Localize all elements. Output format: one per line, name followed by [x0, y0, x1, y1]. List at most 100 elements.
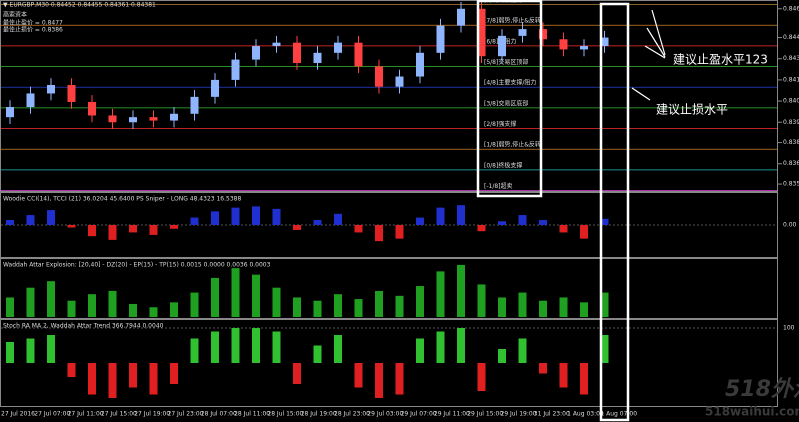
candle-body	[190, 96, 199, 114]
bar	[498, 297, 506, 317]
candle-body	[149, 117, 158, 121]
bar	[6, 342, 14, 363]
candle-body	[334, 42, 342, 53]
bar	[313, 220, 322, 225]
bar	[129, 363, 137, 388]
bar	[580, 363, 588, 395]
pane-title: Woodie CCI(14), TCCI (21) 36.0204 45.640…	[3, 196, 241, 203]
candle-body	[498, 35, 506, 57]
header-line: 最佳止损价 = 0.8386	[3, 26, 63, 34]
time-label: 29 Jul 19:00	[501, 411, 537, 418]
bar	[47, 210, 55, 225]
bar	[354, 225, 363, 233]
bar	[477, 284, 486, 317]
bar	[293, 225, 301, 230]
explosion-pane	[0, 258, 778, 319]
bar	[6, 297, 14, 317]
bar	[354, 363, 363, 388]
bar	[129, 225, 137, 233]
bar	[539, 300, 547, 317]
bar	[211, 331, 219, 363]
candle-body	[211, 79, 219, 97]
level-label: [7/8]弱势,停止&反转	[484, 17, 541, 25]
bar	[108, 363, 117, 398]
bar	[67, 300, 76, 317]
arrows	[631, 9, 666, 101]
bar	[600, 292, 609, 317]
time-label: 29 Jul 11:00	[434, 411, 470, 418]
candle-body	[354, 42, 363, 67]
bar	[47, 335, 55, 363]
bar	[231, 207, 240, 225]
bar	[498, 221, 506, 225]
bar	[272, 331, 281, 363]
bar	[600, 335, 609, 363]
candle-body	[47, 84, 55, 94]
time-label: 1 Aug 03:00	[567, 411, 604, 418]
bar	[375, 225, 383, 242]
y-tick-label: 0.00	[783, 222, 797, 229]
trend-pane	[0, 319, 778, 407]
bar	[334, 335, 342, 363]
bar	[457, 328, 465, 363]
time-label: 29 Jul 15:00	[467, 411, 503, 418]
level-label: [5/8]交易区顶部	[484, 58, 528, 66]
bar	[498, 349, 506, 363]
candle-body	[375, 66, 383, 87]
time-label: 29 Jul 03:00	[367, 411, 403, 418]
candle-body	[88, 101, 96, 116]
candle-body	[457, 8, 465, 26]
bar	[231, 328, 240, 363]
bar	[293, 297, 301, 317]
level-label: [1/8]弱势,停止&反转	[484, 141, 541, 149]
bar	[477, 225, 486, 232]
time-label: 27 Jul 23:00	[168, 411, 204, 418]
bar	[26, 338, 35, 363]
level-label: [2/8]强支撑	[484, 120, 516, 128]
y-tick-label: 0.84305	[783, 55, 799, 62]
bar	[149, 363, 158, 395]
time-label: 27 Jul 07:00	[34, 411, 70, 418]
bar	[252, 328, 260, 363]
bar	[580, 302, 588, 317]
candle-body	[170, 113, 178, 121]
bar	[190, 217, 199, 225]
highlight-box	[599, 2, 630, 422]
bar	[457, 264, 465, 317]
time-label: 1 Aug 07:00	[600, 411, 637, 418]
bar	[293, 363, 301, 384]
bar	[47, 281, 55, 317]
bar	[211, 211, 219, 225]
bar	[108, 290, 117, 317]
bar	[395, 363, 404, 395]
bar	[375, 290, 383, 317]
bar	[67, 225, 76, 228]
candle-body	[272, 42, 281, 47]
bar	[231, 268, 240, 317]
y-tick-label: 0.83810	[783, 139, 799, 146]
time-label: 27 Jul 19:00	[134, 411, 170, 418]
level-label: [-1/8]超卖	[484, 182, 513, 190]
time-label: 27 Jul 15:00	[101, 411, 137, 418]
bar	[26, 287, 35, 317]
header-line: 最佳止盈价 = 0.8477	[3, 19, 63, 27]
candle-body	[67, 84, 76, 102]
time-label: 28 Jul 07:00	[201, 411, 237, 418]
bar	[436, 271, 445, 317]
bar	[88, 225, 96, 237]
candle-body	[293, 42, 301, 63]
candle-body	[26, 93, 35, 108]
y-tick-label: 0.84430	[783, 34, 799, 41]
bar	[436, 207, 445, 225]
time-label: 28 Jul 15:00	[267, 411, 303, 418]
pane-title: Stoch RA MA 2, Waddah Attar Trend 366.79…	[3, 323, 164, 330]
candle-body	[395, 76, 404, 87]
candle-body	[6, 107, 14, 118]
level-label: [4/8]主要支撑/阻力	[484, 79, 536, 87]
bar	[26, 215, 35, 225]
bar	[518, 292, 527, 317]
bar	[354, 299, 363, 317]
candle-body	[477, 8, 486, 57]
highlight-box	[476, 0, 543, 198]
